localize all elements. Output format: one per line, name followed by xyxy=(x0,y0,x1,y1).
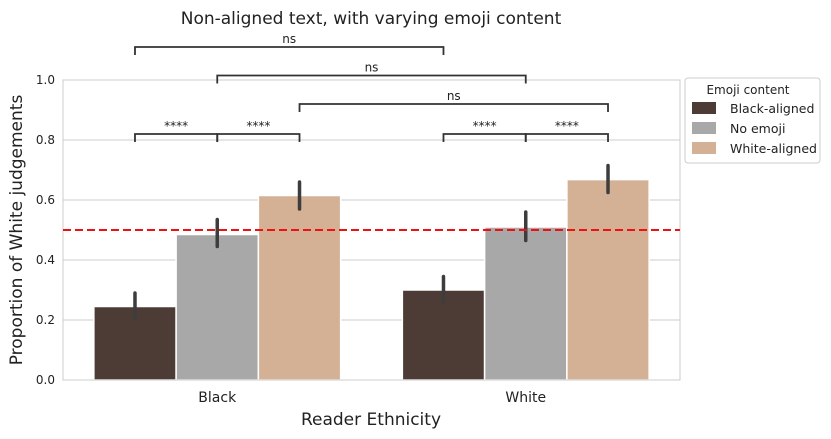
y-tick-label: 0.8 xyxy=(36,133,55,147)
significance-bracket xyxy=(216,133,301,142)
x-tick-labels: Black White xyxy=(198,390,546,406)
legend-title: Emoji content xyxy=(706,83,789,97)
y-tick-label: 1.0 xyxy=(36,73,55,87)
y-tick-labels: 0.0 0.2 0.4 0.6 0.8 1.0 xyxy=(36,73,55,387)
significance-label: **** xyxy=(555,119,579,133)
y-tick-label: 0.0 xyxy=(36,373,55,387)
significance-bracket xyxy=(298,103,609,112)
y-tick-label: 0.2 xyxy=(36,313,55,327)
x-tick-label: White xyxy=(505,390,546,406)
legend-label: No emoji xyxy=(730,121,785,136)
legend-swatch xyxy=(692,122,716,134)
significance-label: ns xyxy=(447,89,461,103)
error-bars xyxy=(133,163,610,321)
chart-title: Non-aligned text, with varying emoji con… xyxy=(181,9,562,29)
y-tick-label: 0.4 xyxy=(36,253,55,267)
y-axis-label: Proportion of White judgements xyxy=(7,95,27,366)
y-tick-label: 0.6 xyxy=(36,193,55,207)
bar xyxy=(175,233,260,381)
significance-label: **** xyxy=(164,119,188,133)
significance-label: ns xyxy=(282,32,296,46)
significance-bracket xyxy=(216,74,527,84)
legend-frame xyxy=(684,77,821,164)
significance-bracket xyxy=(134,133,219,142)
significance-bracket xyxy=(442,133,527,142)
significance-label: **** xyxy=(473,119,497,133)
legend-items: Black-aligned No emoji White-aligned xyxy=(692,101,817,156)
legend-label: White-aligned xyxy=(730,141,817,156)
bars xyxy=(93,178,650,381)
bar xyxy=(566,178,650,381)
significance-label: **** xyxy=(246,119,270,133)
bar xyxy=(483,226,568,381)
significance-label: ns xyxy=(365,61,379,75)
x-axis-label: Reader Ethnicity xyxy=(301,410,441,430)
legend-swatch xyxy=(692,102,716,114)
significance-bracket xyxy=(524,133,609,142)
significance-annotations: ns ns ns **** **** **** **** xyxy=(134,32,609,142)
legend-label: Black-aligned xyxy=(730,101,814,116)
x-tick-label: Black xyxy=(198,390,237,406)
legend-swatch xyxy=(692,142,716,154)
significance-bracket xyxy=(134,46,445,55)
bar xyxy=(257,194,342,381)
legend: Emoji content Black-aligned No emoji White… xyxy=(684,77,821,164)
